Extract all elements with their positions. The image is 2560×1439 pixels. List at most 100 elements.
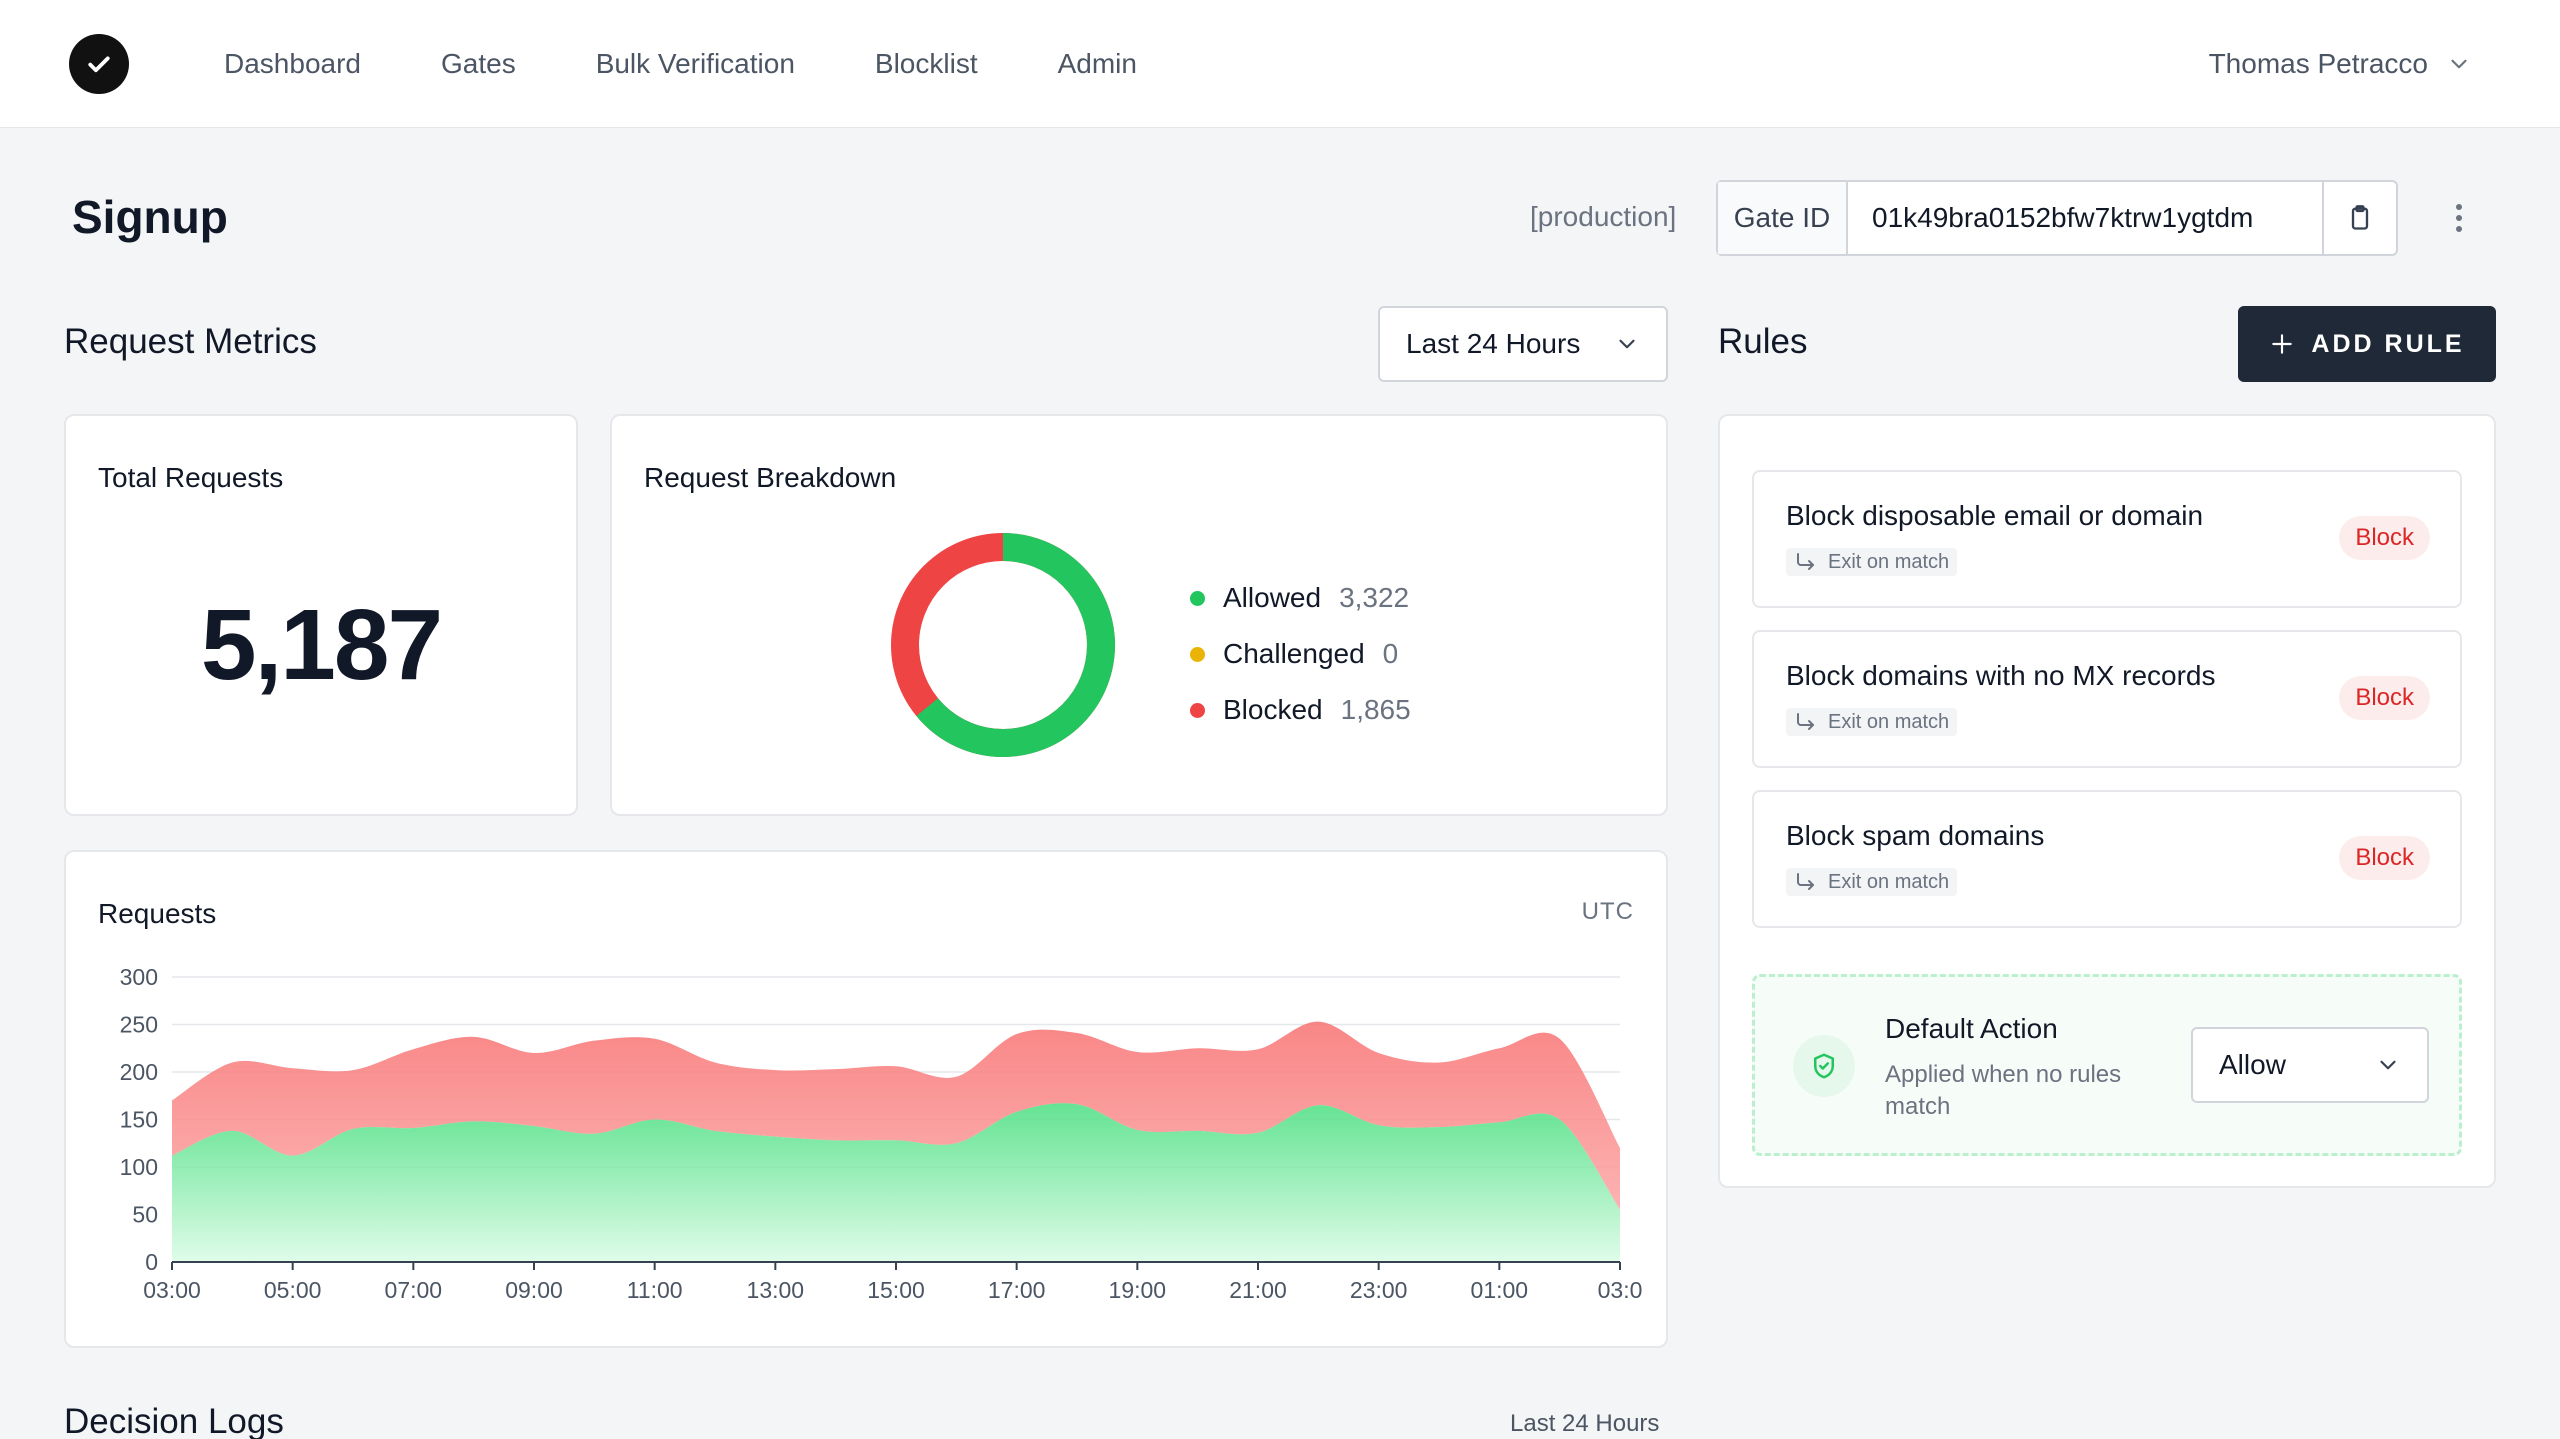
green-dot-icon — [1190, 590, 1205, 606]
legend-item-allowed: Allowed 3,322 — [1190, 570, 1411, 626]
legend-label: Challenged — [1223, 638, 1365, 669]
legend-value: 0 — [1382, 638, 1399, 669]
yellow-dot-icon — [1190, 646, 1205, 662]
gate-id-field: Gate ID 01k49bra0152bfw7ktrw1ygtdm — [1716, 180, 2398, 256]
rules-title: Rules — [1718, 322, 1808, 361]
nav-dashboard[interactable]: Dashboard — [224, 48, 361, 79]
rules-panel: Block disposable email or domain Exit on… — [1718, 414, 2496, 1188]
y-tick-label: 150 — [120, 1107, 158, 1133]
more-options-icon[interactable] — [2444, 196, 2474, 240]
breakdown-legend: Allowed 3,322 Challenged 0 Blocked 1,865 — [1190, 570, 1411, 738]
x-tick-label: 03:0 — [1598, 1277, 1643, 1303]
requests-chart-title: Requests — [98, 898, 217, 929]
rule-card[interactable]: Block disposable email or domain Exit on… — [1752, 470, 2462, 608]
x-tick-label: 03:00 — [143, 1277, 201, 1303]
x-tick-label: 21:00 — [1229, 1277, 1287, 1303]
y-tick-label: 250 — [120, 1012, 158, 1038]
top-navigation-bar: Dashboard Gates Bulk Verification Blockl… — [0, 0, 2560, 128]
legend-item-blocked: Blocked 1,865 — [1190, 682, 1411, 738]
x-tick-label: 07:00 — [385, 1277, 443, 1303]
x-tick-label: 17:00 — [988, 1277, 1046, 1303]
logo-check-icon[interactable] — [69, 34, 129, 94]
x-tick-label: 15:00 — [867, 1277, 925, 1303]
default-action-select[interactable]: Allow — [2191, 1027, 2429, 1103]
y-tick-label: 100 — [120, 1154, 158, 1180]
rule-name: Block spam domains — [1786, 820, 2045, 851]
shield-check-icon — [1793, 1035, 1855, 1097]
corner-down-right-icon — [1797, 553, 1814, 570]
main-nav: Dashboard Gates Bulk Verification Blockl… — [224, 0, 1217, 128]
total-requests-title: Total Requests — [98, 462, 284, 493]
rule-exit-label: Exit on match — [1828, 870, 1950, 893]
gate-id-label: Gate ID — [1718, 182, 1848, 254]
x-tick-label: 23:00 — [1350, 1277, 1408, 1303]
request-breakdown-title: Request Breakdown — [644, 462, 897, 493]
rule-action-badge: Block — [2339, 676, 2430, 720]
rule-action-badge: Block — [2339, 836, 2430, 880]
x-tick-label: 11:00 — [627, 1277, 683, 1303]
nav-blocklist[interactable]: Blocklist — [874, 48, 978, 79]
y-tick-label: 50 — [132, 1202, 158, 1228]
clipboard-icon — [2351, 205, 2369, 230]
nav-admin[interactable]: Admin — [1057, 48, 1137, 79]
rule-exit-tag: Exit on match — [1786, 708, 1958, 736]
legend-value: 1,865 — [1340, 694, 1411, 725]
total-requests-value: 5,187 — [200, 589, 443, 701]
add-rule-button[interactable]: ADD RULE — [2238, 306, 2496, 382]
breakdown-donut-chart — [891, 533, 1115, 757]
default-action-subtitle: Applied when no rules match — [1885, 1061, 2122, 1120]
chevron-down-icon — [2451, 59, 2467, 69]
requests-area-chart: 0 50 100 150 200 250 300 03:00 05:00 07:00 09:00 11… — [120, 964, 1643, 1303]
series-allowed-area — [172, 1103, 1620, 1262]
request-breakdown-card: Request Breakdown Allowed 3,322 Challeng… — [610, 414, 1668, 816]
donut-allowed-segment — [891, 533, 1115, 757]
rule-exit-label: Exit on match — [1828, 550, 1950, 573]
rule-name: Block disposable email or domain — [1786, 500, 2204, 531]
rule-card[interactable]: Block spam domains Exit on match Block — [1752, 790, 2462, 928]
x-tick-label: 09:00 — [505, 1277, 563, 1303]
rule-action-badge: Block — [2339, 516, 2430, 560]
chevron-down-icon — [2380, 1060, 2396, 1070]
y-tick-label: 300 — [120, 964, 158, 990]
legend-item-challenged: Challenged 0 — [1190, 626, 1411, 682]
corner-down-right-icon — [1797, 713, 1814, 730]
requests-chart-card: Requests UTC 0 50 100 150 200 250 300 03:00 05:0… — [64, 850, 1668, 1348]
legend-value: 3,322 — [1339, 582, 1410, 613]
chevron-down-icon — [1619, 339, 1635, 349]
rule-name: Block domains with no MX records — [1786, 660, 2216, 691]
red-dot-icon — [1190, 702, 1205, 718]
user-menu[interactable]: Thomas Petracco — [2209, 0, 2472, 128]
default-action-box: Default Action Applied when no rules mat… — [1752, 974, 2462, 1156]
corner-down-right-icon — [1797, 873, 1814, 890]
nav-gates[interactable]: Gates — [440, 48, 516, 79]
plus-icon — [2272, 334, 2293, 354]
time-range-select[interactable]: Last 24 Hours — [1378, 306, 1668, 382]
timezone-label: UTC — [1581, 898, 1634, 925]
time-range-value: Last 24 Hours — [1406, 328, 1581, 359]
decision-logs-title: Decision Logs — [64, 1402, 284, 1439]
rule-exit-tag: Exit on match — [1786, 868, 1958, 896]
legend-label: Allowed — [1223, 582, 1322, 613]
environment-label: [production] — [1530, 201, 1677, 232]
gate-id-value[interactable]: 01k49bra0152bfw7ktrw1ygtdm — [1872, 202, 2254, 233]
rule-exit-tag: Exit on match — [1786, 548, 1958, 576]
x-tick-label: 13:00 — [747, 1277, 805, 1303]
x-tick-label: 01:00 — [1471, 1277, 1529, 1303]
x-tick-label: 19:00 — [1109, 1277, 1167, 1303]
legend-label: Blocked — [1223, 694, 1323, 725]
y-tick-label: 200 — [120, 1059, 158, 1085]
copy-button[interactable] — [2322, 182, 2396, 254]
total-requests-card: Total Requests 5,187 — [64, 414, 578, 816]
decision-logs-range: Last 24 Hours — [1510, 1410, 1660, 1437]
request-metrics-title: Request Metrics — [64, 322, 317, 361]
rule-card[interactable]: Block domains with no MX records Exit on… — [1752, 630, 2462, 768]
rule-exit-label: Exit on match — [1828, 710, 1950, 733]
add-rule-label: ADD RULE — [2311, 329, 2465, 358]
default-action-title: Default Action — [1885, 1013, 2058, 1044]
page-title: Signup — [72, 191, 228, 243]
nav-bulk-verification[interactable]: Bulk Verification — [595, 48, 795, 79]
user-name: Thomas Petracco — [2208, 48, 2428, 79]
x-tick-label: 05:00 — [264, 1277, 322, 1303]
default-action-value: Allow — [2219, 1049, 2286, 1080]
y-tick-label: 0 — [145, 1249, 158, 1275]
